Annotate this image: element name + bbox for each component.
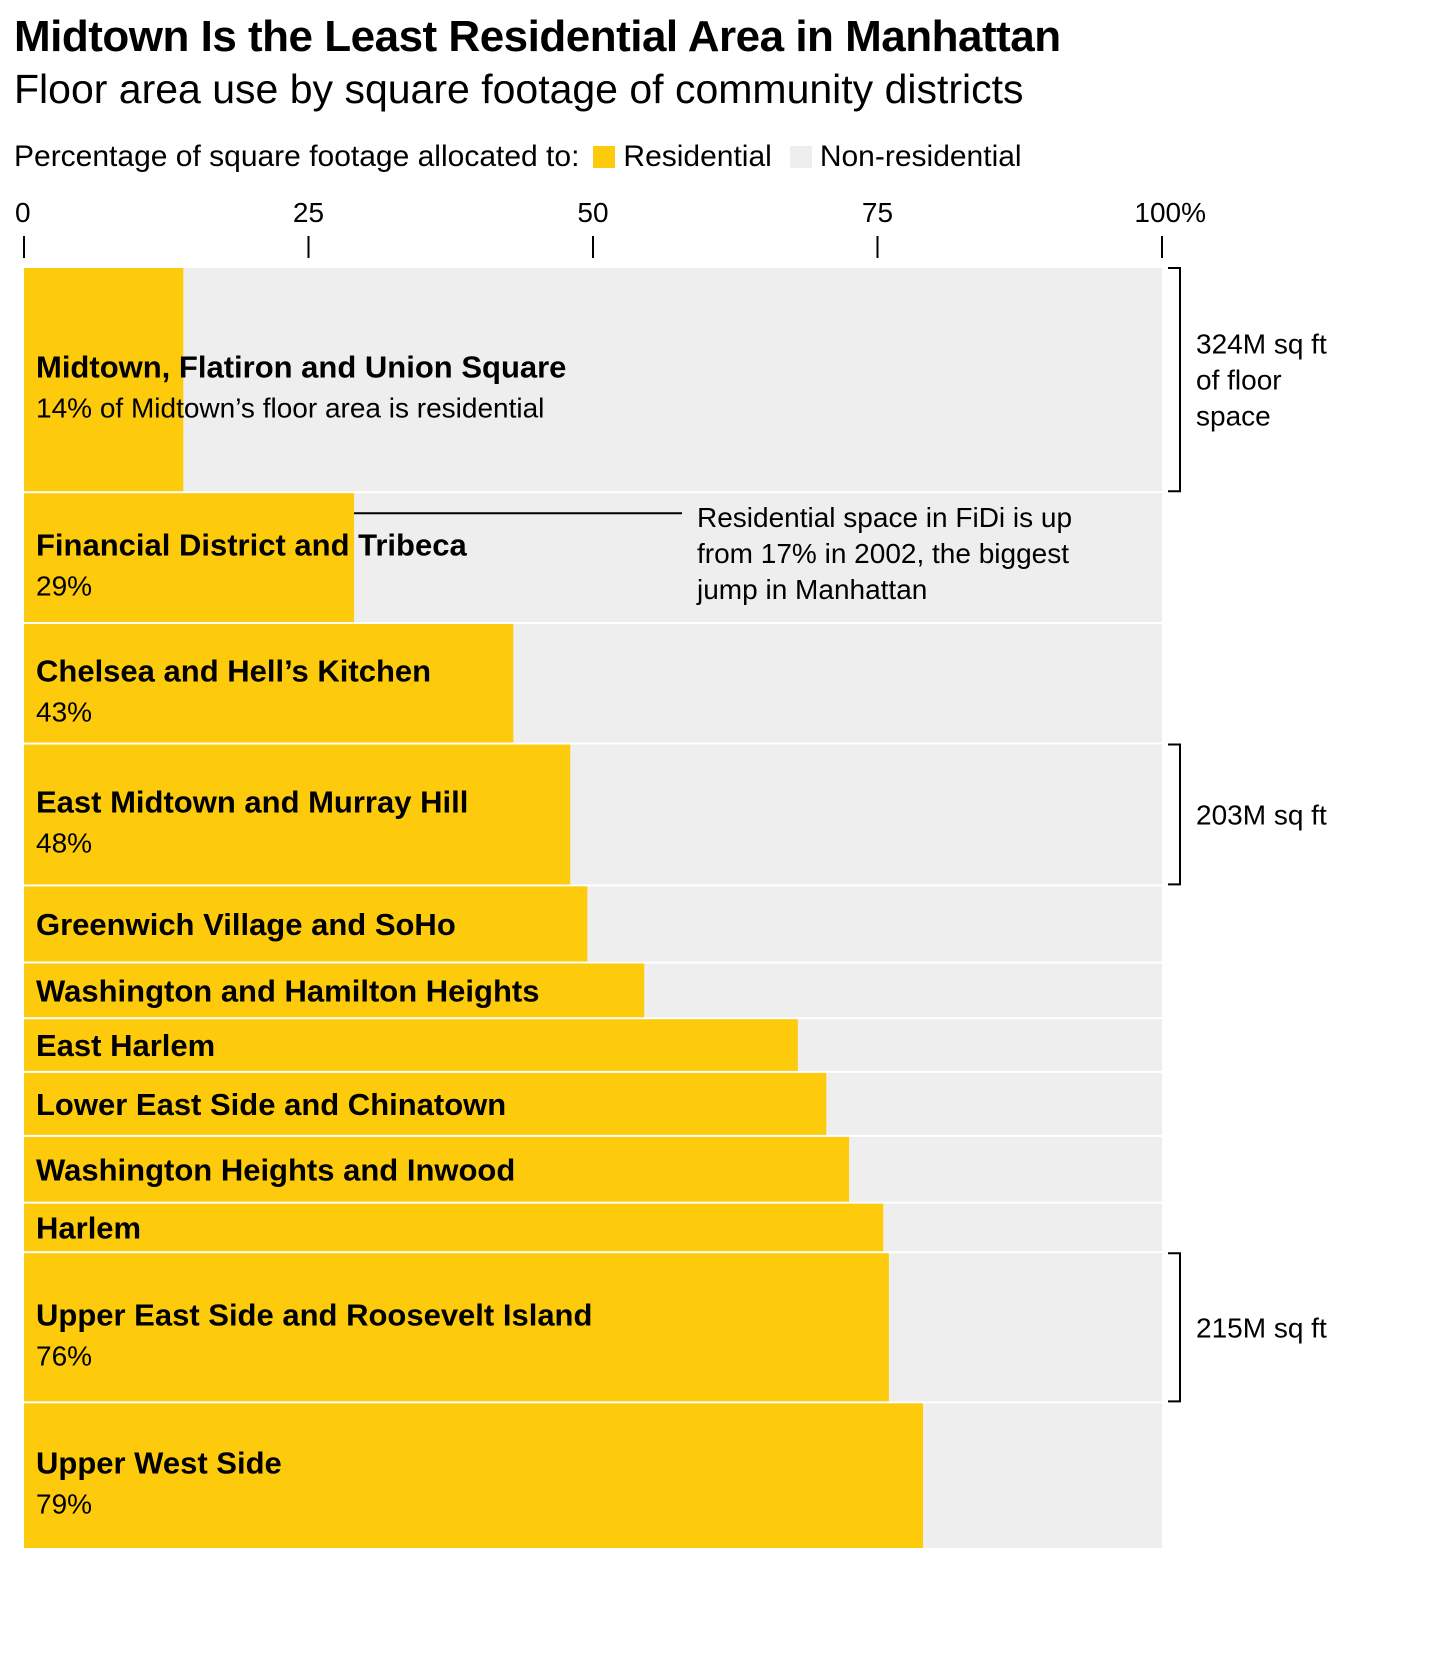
axis-tick-label: 50 (577, 197, 608, 228)
size-bracket-label: 215M sq ft (1196, 1312, 1327, 1343)
row-label: Midtown, Flatiron and Union Square (36, 350, 566, 385)
size-bracket-label: 324M sq ft (1196, 329, 1327, 360)
bar-residential (24, 886, 588, 962)
axis-tick-label: 25 (293, 197, 324, 228)
row-value-label: 29% (36, 571, 92, 602)
bar-residential (24, 1403, 924, 1548)
row-label: Financial District and Tribeca (36, 528, 467, 563)
annotation-text: jump in Manhattan (696, 574, 927, 605)
row-label: Washington and Hamilton Heights (36, 973, 539, 1008)
legend-label-non-residential: Non-residential (819, 140, 1022, 173)
bar-residential (24, 1019, 798, 1071)
size-bracket (1168, 267, 1181, 493)
row-label: Chelsea and Hell’s Kitchen (36, 653, 431, 688)
row-value-label: 76% (36, 1340, 92, 1371)
row-label: Washington Heights and Inwood (36, 1152, 515, 1187)
size-bracket-label: of floor (1196, 365, 1282, 396)
row-label: Harlem (36, 1210, 141, 1245)
size-bracket-label: space (1196, 401, 1271, 432)
legend-swatch-non-residential (789, 146, 812, 168)
legend-swatch-residential (593, 146, 616, 168)
size-bracket-label: 203M sq ft (1196, 799, 1327, 830)
row-value-label: 48% (36, 827, 92, 858)
legend: Percentage of square footage allocated t… (14, 140, 1022, 174)
legend-label-residential: Residential (623, 140, 772, 173)
bar-residential (24, 493, 355, 623)
bar-residential (24, 1203, 884, 1252)
row-label: East Harlem (36, 1028, 215, 1063)
axis-tick-label: 75 (862, 197, 893, 228)
row-value-label: 43% (36, 696, 92, 727)
chart-subtitle: Floor area use by square footage of comm… (14, 66, 1024, 112)
row-label: East Midtown and Murray Hill (36, 784, 468, 819)
row-value-label: 14% of Midtown’s floor area is residenti… (36, 393, 544, 424)
chart-title: Midtown Is the Least Residential Area in… (14, 12, 1061, 61)
annotation-text: from 17% in 2002, the biggest (697, 538, 1069, 569)
legend-title: Percentage of square footage allocated t… (14, 140, 580, 173)
axis-tick-label: 0 (15, 197, 31, 228)
bar-residential (24, 1072, 827, 1135)
size-bracket (1168, 743, 1181, 886)
bar-residential (24, 963, 645, 1018)
bar-residential (24, 744, 571, 885)
row-label: Greenwich Village and SoHo (36, 907, 456, 942)
axis-tick-label: 100% (1134, 197, 1206, 228)
bar-residential (24, 1136, 850, 1202)
annotation-text: Residential space in FiDi is up (697, 502, 1072, 533)
bar-residential (24, 1253, 889, 1402)
row-label: Upper East Side and Roosevelt Island (36, 1297, 592, 1332)
row-label: Lower East Side and Chinatown (36, 1087, 506, 1122)
bar-residential (24, 268, 184, 492)
bar-non-residential (24, 268, 1162, 492)
row-label: Upper West Side (36, 1446, 282, 1481)
bar-residential (24, 624, 514, 743)
size-bracket (1168, 1252, 1181, 1403)
row-value-label: 79% (36, 1489, 92, 1520)
